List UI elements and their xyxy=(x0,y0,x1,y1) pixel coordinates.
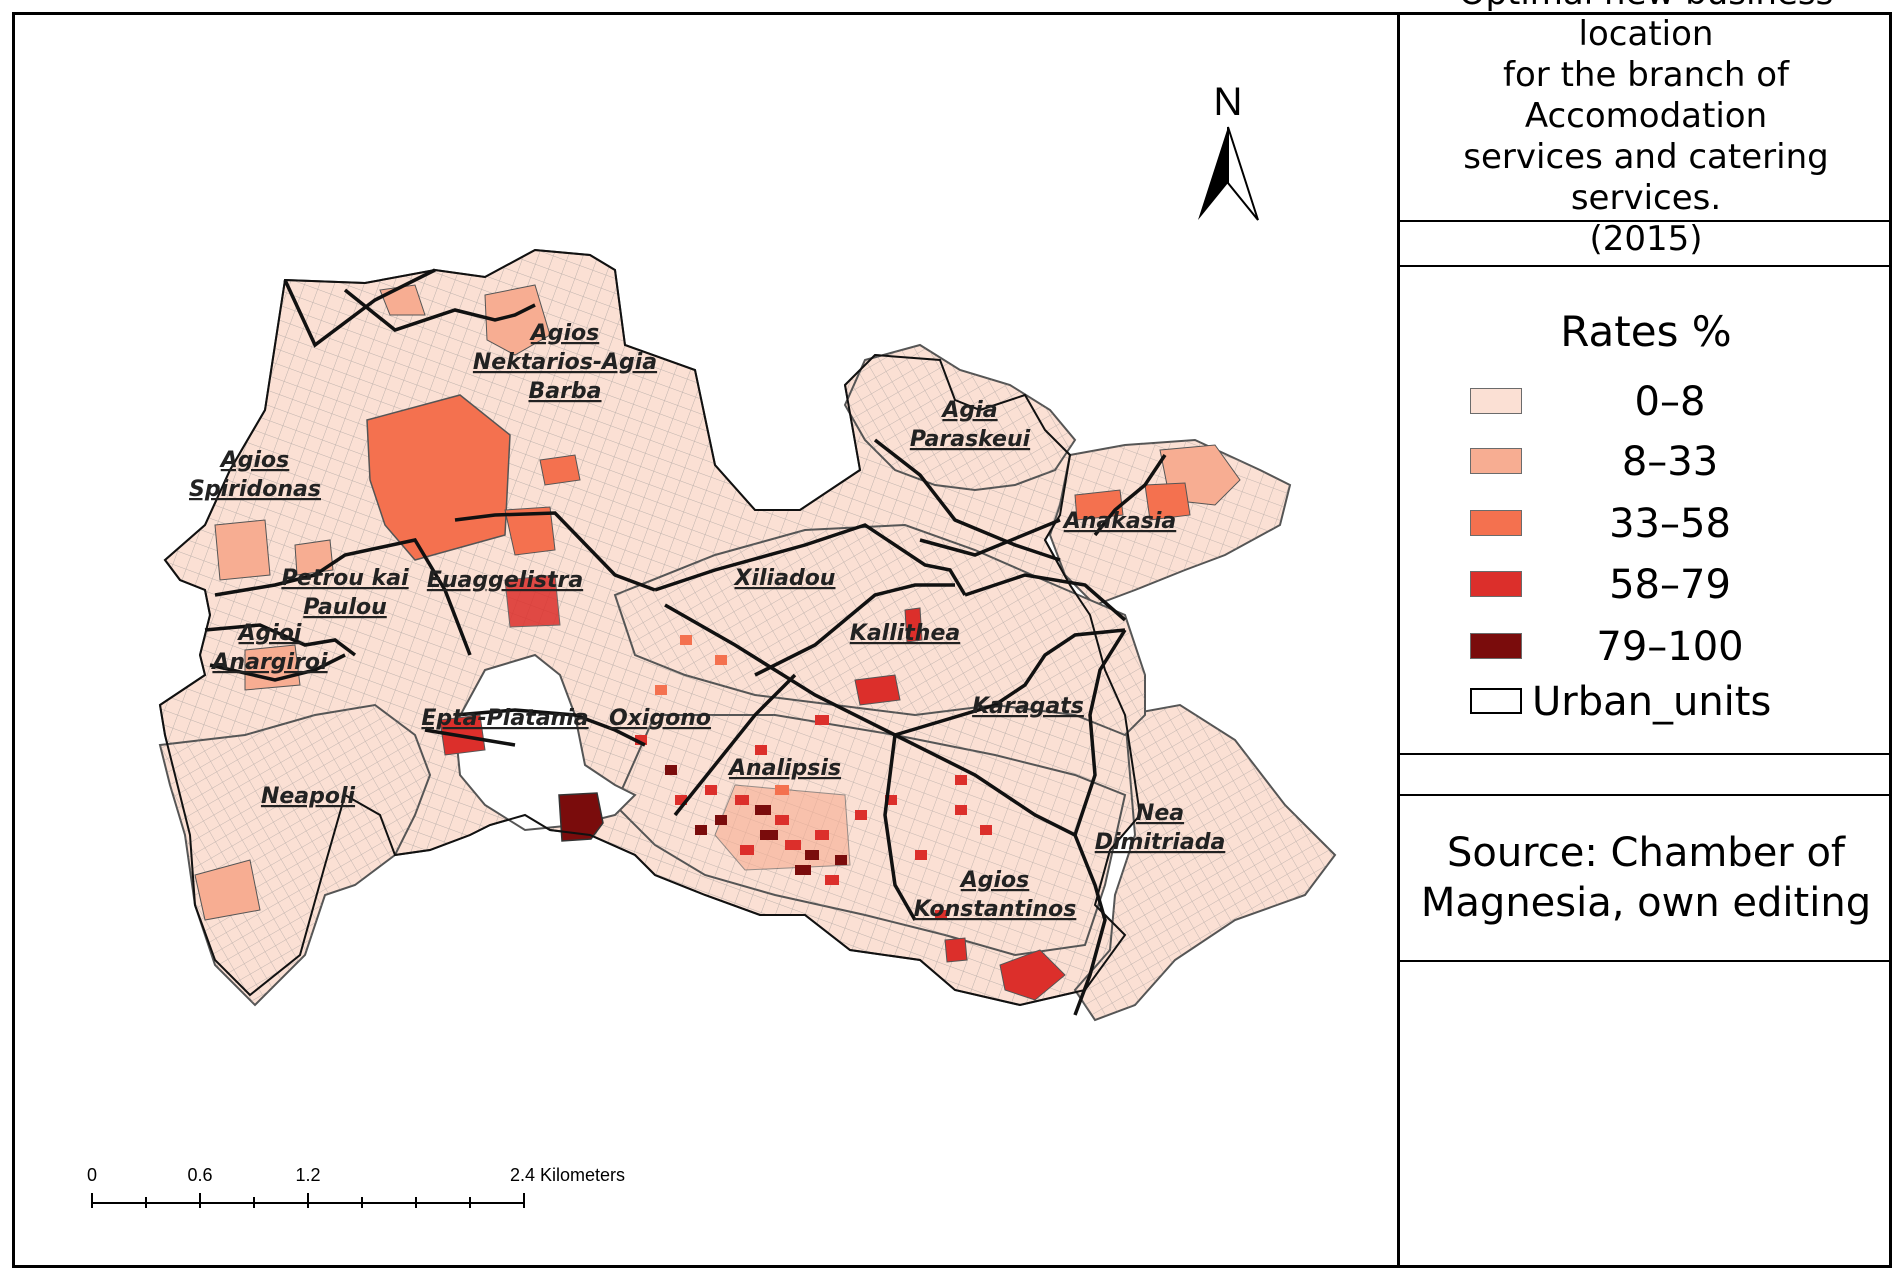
block-58-79 xyxy=(854,674,901,706)
title-box: Optimal new business location for the br… xyxy=(1400,0,1892,259)
urban-area xyxy=(158,248,1337,1022)
label-agios-konstantinos: Agios Konstantinos xyxy=(914,868,1077,922)
label-petrou-kai-paulou: Petrou kai Paulou xyxy=(281,566,409,620)
block-8-33 xyxy=(294,539,334,576)
legend: Rates % 0–8 8–33 33–58 58–79 79–100 Urba… xyxy=(1400,265,1892,755)
legend-swatch xyxy=(1470,448,1522,474)
label-nea-dimitriada: Nea Dimitriada xyxy=(1095,801,1226,855)
label-agios-nektarios: Agios Nektarios-Agia Barba xyxy=(473,321,657,404)
label-analipsis: Analipsis xyxy=(727,756,841,781)
scale-label: 0 xyxy=(87,1165,97,1185)
street-grid xyxy=(160,705,430,1005)
boundary-line xyxy=(454,708,646,747)
legend-label: 33–58 xyxy=(1609,501,1731,547)
map-frame xyxy=(12,12,1892,1268)
legend-label: Urban_units xyxy=(1532,679,1772,725)
harbour-gap xyxy=(453,653,637,832)
boundary-line xyxy=(1093,454,1167,537)
boundary-line xyxy=(873,438,1061,562)
street-grid xyxy=(615,715,1125,955)
legend-label: 79–100 xyxy=(1596,624,1744,670)
legend-item: 33–58 xyxy=(1470,504,1870,544)
boundary-outline xyxy=(158,248,1142,1007)
label-agioi-anargiroi: Agioi Anargiroi xyxy=(210,621,328,675)
boundary-line xyxy=(214,538,472,656)
boundary-line xyxy=(754,583,955,677)
north-arrow-icon: N xyxy=(1198,80,1259,221)
north-arrow-right xyxy=(1227,126,1259,221)
scale-bar: 0 0.6 1.2 2.4 Kilometers xyxy=(87,1165,625,1208)
legend-item-urban-units: Urban_units xyxy=(1470,682,1870,722)
block-33-58 xyxy=(539,454,581,486)
boundary-line xyxy=(343,288,536,332)
street-grid xyxy=(845,345,1075,490)
map-canvas: Agios Nektarios-Agia Barba Agios Spiridonas… xyxy=(87,80,1337,1208)
block-58-79 xyxy=(504,574,561,628)
block-33-58 xyxy=(1144,482,1191,521)
analipsis-cluster xyxy=(635,635,992,920)
label-neapoli: Neapoli xyxy=(261,784,356,809)
boundary-line xyxy=(209,653,346,682)
block-79-100 xyxy=(558,792,604,842)
label-epta-platania: Epta-Platania xyxy=(421,706,588,731)
legend-swatch xyxy=(1470,388,1522,414)
boundary-line xyxy=(673,673,797,817)
boundary-line xyxy=(964,573,1127,622)
block-8-33 xyxy=(194,859,261,921)
legend-swatch xyxy=(1470,571,1522,597)
boundary-line xyxy=(1073,629,1127,836)
boundary-line xyxy=(919,518,1061,557)
legend-item: 79–100 xyxy=(1470,627,1870,667)
scale-label: 0.6 xyxy=(187,1165,212,1185)
legend-label: 8–33 xyxy=(1621,439,1719,485)
legend-title: Rates % xyxy=(1560,307,1732,356)
block-58-79 xyxy=(944,937,968,963)
urban-unit-boundaries xyxy=(158,248,1167,1016)
boundary-line xyxy=(654,523,967,596)
boundary-line xyxy=(424,728,516,747)
legend-item: 58–79 xyxy=(1470,565,1870,605)
block-33-58 xyxy=(504,506,556,556)
boundary-line xyxy=(454,511,656,592)
block-8-33 xyxy=(214,519,271,581)
label-euaggelistra: Euaggelistra xyxy=(427,568,583,593)
north-label: N xyxy=(1214,80,1243,124)
label-xiliadou: Xiliadou xyxy=(733,566,836,591)
legend-label: 58–79 xyxy=(1609,562,1731,608)
north-arrow-left xyxy=(1198,127,1228,220)
scale-label: 2.4 Kilometers xyxy=(510,1165,625,1185)
legend-item: 8–33 xyxy=(1470,442,1870,482)
choropleth-blocks xyxy=(194,284,1241,1001)
legend-item: 0–8 xyxy=(1470,382,1870,422)
scale-label: 1.2 xyxy=(295,1165,320,1185)
map-title: Optimal new business location for the br… xyxy=(1459,0,1834,259)
label-kallithea: Kallithea xyxy=(850,621,960,646)
street-grid xyxy=(1075,705,1335,1020)
label-oxigono: Oxigono xyxy=(609,706,711,731)
block-58-79 xyxy=(904,607,923,643)
block-8-33 xyxy=(484,284,551,356)
label-anakasia: Anakasia xyxy=(1062,509,1177,534)
boundary-line xyxy=(894,628,1126,737)
map-labels: Agios Nektarios-Agia Barba Agios Spiridonas… xyxy=(189,321,1225,922)
boundary-line xyxy=(204,623,357,657)
label-karagats: Karagats xyxy=(972,694,1084,719)
legend-swatch xyxy=(1470,510,1522,536)
source-box: Source: Chamber of Magnesia, own editing xyxy=(1400,794,1892,962)
legend-label: 0–8 xyxy=(1634,379,1706,425)
label-agia-paraskeui: Agia Paraskeui xyxy=(910,398,1031,452)
block-58-79 xyxy=(999,949,1066,1001)
legend-swatch-outline xyxy=(1470,688,1522,714)
label-agios-spiridonas: Agios Spiridonas xyxy=(189,448,321,502)
legend-swatch xyxy=(1470,633,1522,659)
map-area: Agios Nektarios-Agia Barba Agios Spiridonas… xyxy=(15,15,1397,1265)
source-note: Source: Chamber of Magnesia, own editing xyxy=(1420,830,1872,926)
boundary-line xyxy=(283,268,436,348)
side-panel: Optimal new business location for the br… xyxy=(1397,0,1892,1268)
boundary-line xyxy=(883,734,917,921)
